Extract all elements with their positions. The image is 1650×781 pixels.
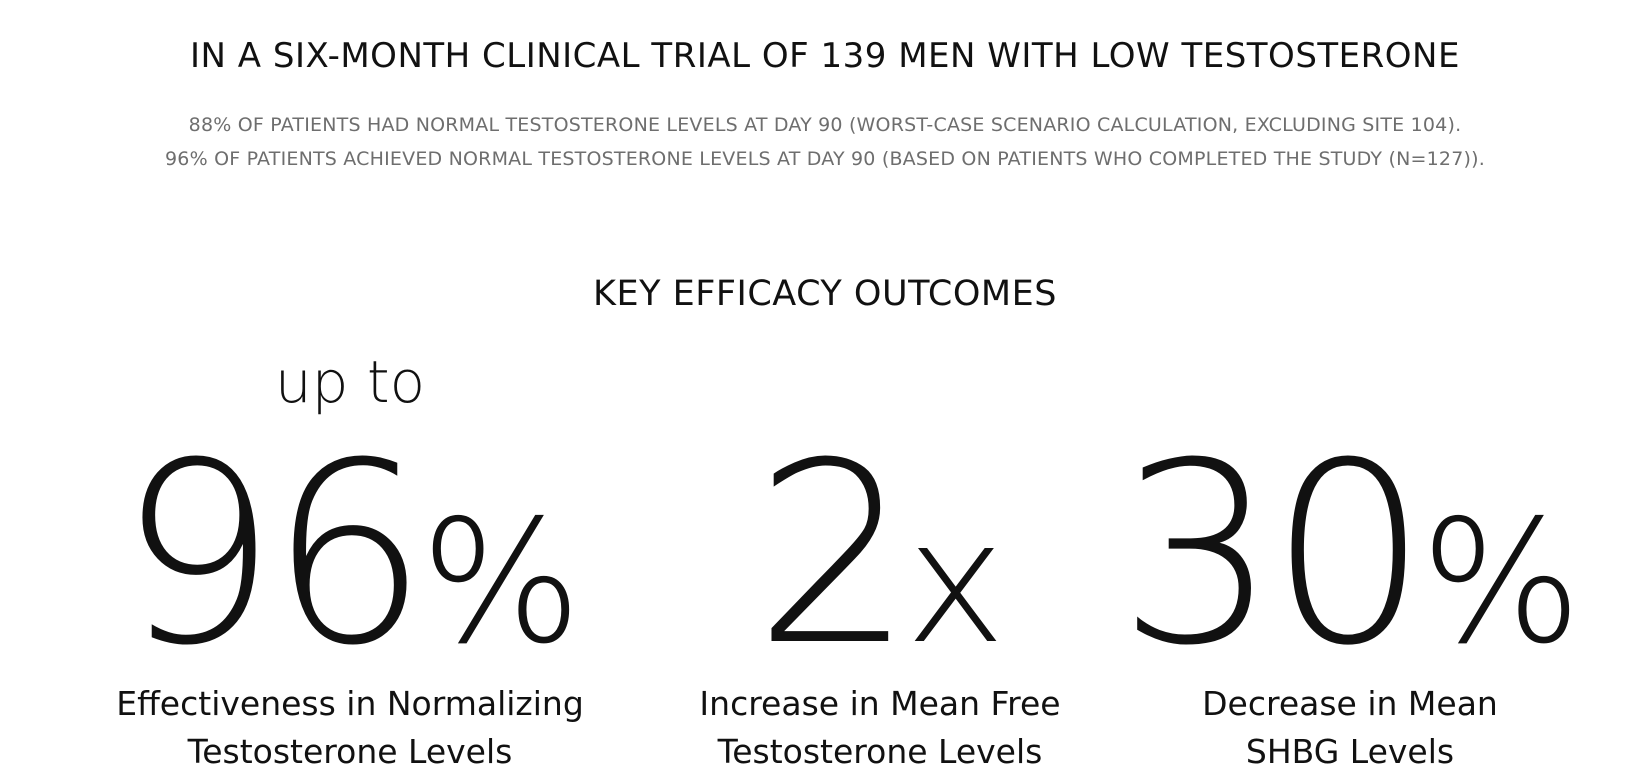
stat-value: 96%: [100, 400, 600, 738]
stat-unit: %: [1420, 484, 1582, 682]
trial-note: 96% OF PATIENTS ACHIEVED NORMAL TESTOSTE…: [165, 148, 1485, 170]
stat-label-line: Increase in Mean Free: [699, 684, 1061, 723]
stat-label: Decrease in Mean SHBG Levels: [1100, 680, 1600, 776]
stat-label-line: Testosterone Levels: [187, 732, 513, 771]
stat-number: 30: [1118, 409, 1428, 700]
stat-label-line: SHBG Levels: [1245, 732, 1455, 771]
stat-value: 30%: [1100, 400, 1600, 738]
stat-label-line: Decrease in Mean: [1202, 684, 1498, 723]
stat-value: 2x: [630, 400, 1130, 738]
stat-prefix: up to: [274, 348, 426, 416]
trial-note: 88% OF PATIENTS HAD NORMAL TESTOSTERONE …: [188, 114, 1462, 136]
stat-label: Effectiveness in Normalizing Testosteron…: [100, 680, 600, 776]
stat-unit: x: [905, 484, 1006, 682]
stat-label-line: Effectiveness in Normalizing: [116, 684, 584, 723]
stat-unit: %: [420, 484, 582, 682]
stat-label: Increase in Mean Free Testosterone Level…: [630, 680, 1130, 776]
section-title: KEY EFFICACY OUTCOMES: [593, 274, 1057, 314]
stat-label-line: Testosterone Levels: [717, 732, 1043, 771]
stat-number: 2: [754, 409, 913, 700]
page-headline: IN A SIX-MONTH CLINICAL TRIAL OF 139 MEN…: [190, 36, 1460, 76]
trial-notes: 88% OF PATIENTS HAD NORMAL TESTOSTERONE …: [0, 108, 1650, 176]
stat-number: 96: [118, 409, 428, 700]
